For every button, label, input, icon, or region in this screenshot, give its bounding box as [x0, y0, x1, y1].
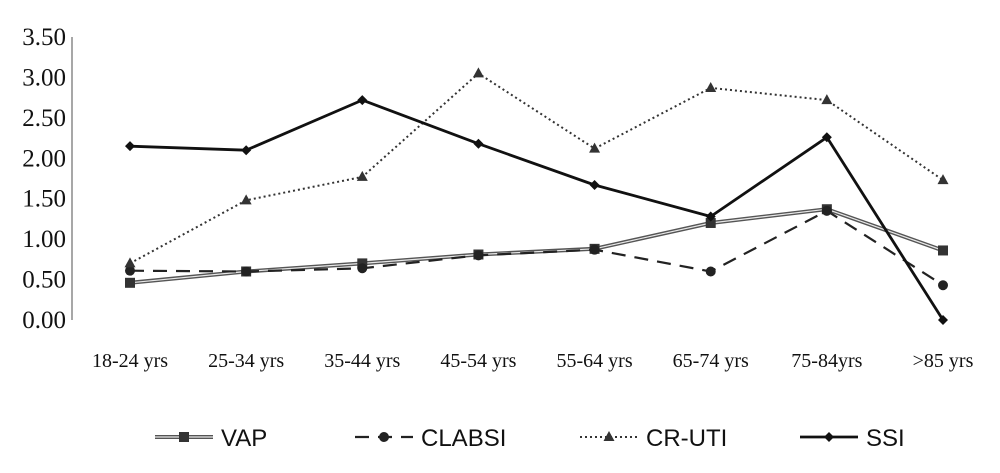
series-clabsi-point — [705, 266, 716, 277]
x-tick-label: >85 yrs — [913, 350, 974, 372]
series-cr-uti-point — [472, 67, 484, 78]
y-tick-label: 2.50 — [22, 105, 66, 132]
legend-ssi-marker — [824, 432, 834, 442]
legend-vap-marker — [179, 432, 189, 442]
legend-clabsi-marker — [379, 432, 389, 442]
series-markers — [124, 67, 949, 325]
x-axis-labels: 18-24 yrs 25-34 yrs 35-44 yrs 45-54 yrs 55-6… — [92, 350, 974, 372]
legend-vap-label: VAP — [221, 425, 267, 452]
y-tick-label: 2.00 — [22, 145, 66, 172]
series-vap-line-inner — [129, 208, 944, 284]
series-clabsi-point — [357, 263, 368, 274]
y-tick-label: 1.00 — [22, 226, 66, 253]
y-tick-label: 0.50 — [22, 267, 66, 294]
x-tick-label: 55-64 yrs — [557, 350, 633, 372]
series-clabsi-point — [938, 280, 948, 291]
series-cr-uti-point — [589, 142, 601, 153]
legend-ssi-label: SSI — [866, 425, 905, 452]
legend-cr-uti-label: CR-UTI — [646, 425, 727, 452]
x-tick-label: 35-44 yrs — [324, 350, 400, 372]
series-ssi-point — [125, 141, 135, 152]
series-cr-uti-point — [124, 257, 136, 268]
y-tick-label: 3.00 — [22, 64, 66, 91]
series-ssi-point — [938, 315, 948, 325]
series-vap-point — [125, 277, 135, 288]
y-tick-label: 0.00 — [22, 307, 66, 334]
x-tick-label: 45-54 yrs — [440, 350, 516, 372]
series-clabsi-point — [589, 244, 600, 255]
y-axis: 0.00 0.50 1.00 1.50 2.00 2.50 3.00 3.50 — [22, 24, 73, 334]
series-ssi-point — [589, 179, 600, 190]
x-tick-label: 75-84yrs — [791, 350, 862, 372]
legend-vap: VAP — [155, 425, 267, 452]
legend: VAP CLABSI CR-UTI SSI — [155, 425, 905, 452]
series-cr-uti-point — [821, 94, 833, 105]
series-ssi-point — [821, 132, 832, 143]
series-cr-uti-point — [705, 81, 717, 92]
series-cr-uti-point — [937, 174, 949, 185]
series-clabsi-point — [473, 250, 484, 261]
series-clabsi-point — [241, 266, 252, 277]
series-cr-uti-point — [240, 194, 252, 205]
legend-clabsi-label: CLABSI — [421, 425, 506, 452]
y-tick-label: 3.50 — [22, 24, 66, 51]
legend-clabsi: CLABSI — [355, 425, 506, 452]
series-cr-uti-point — [356, 170, 368, 181]
series-ssi-line — [129, 98, 945, 321]
series-clabsi-point — [821, 205, 832, 216]
legend-cr-uti-marker — [603, 431, 615, 441]
x-tick-label: 25-34 yrs — [208, 350, 284, 372]
x-tick-label: 18-24 yrs — [92, 350, 168, 372]
x-tick-label: 65-74 yrs — [673, 350, 749, 372]
legend-cr-uti: CR-UTI — [580, 425, 727, 452]
series-ssi-point — [473, 138, 484, 149]
series-vap-point — [705, 217, 716, 228]
series-lines — [129, 72, 945, 321]
series-cr-uti-line — [129, 72, 944, 265]
legend-ssi: SSI — [800, 425, 905, 452]
series-vap-point — [938, 245, 948, 256]
series-clabsi-line — [129, 209, 944, 287]
series-ssi-point — [705, 211, 716, 222]
series-clabsi-point — [125, 265, 135, 276]
y-tick-label: 1.50 — [22, 186, 66, 213]
series-ssi-point — [357, 95, 368, 106]
series-ssi-point — [241, 145, 252, 156]
